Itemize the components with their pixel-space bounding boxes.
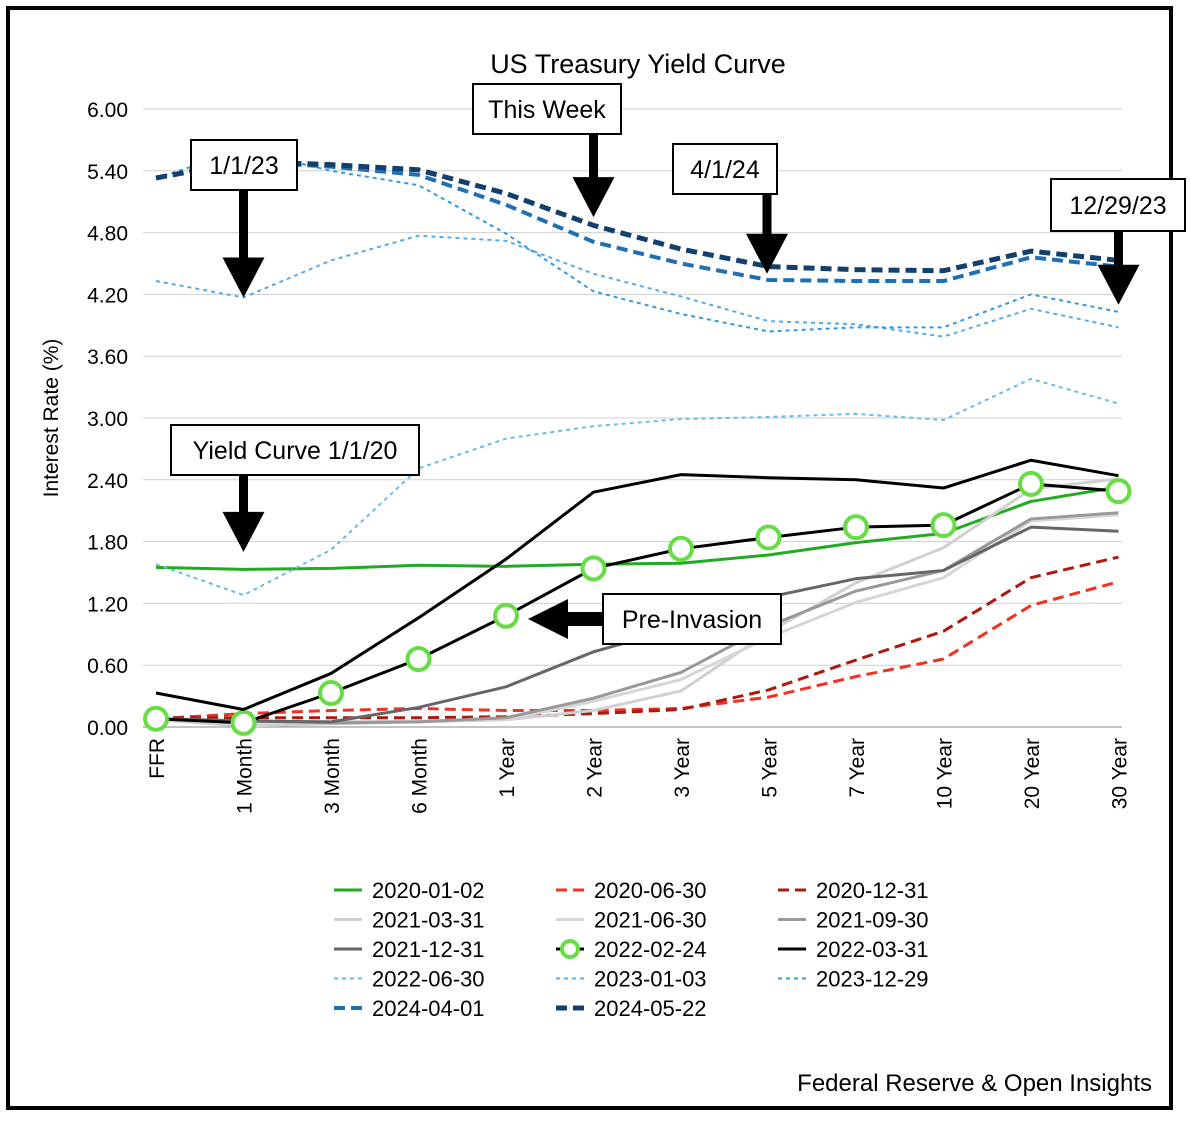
y-tick-label: 4.20	[87, 284, 128, 307]
legend-label: 2020-01-02	[372, 878, 485, 903]
x-tick-label: FFR	[146, 738, 169, 779]
y-axis-label: Interest Rate (%)	[40, 339, 63, 498]
x-tick-label: 6 Month	[409, 738, 432, 814]
x-tick-label: 3 Month	[321, 738, 344, 814]
series-marker	[1105, 478, 1132, 505]
annotation-box	[472, 83, 622, 135]
annotation-arrow-head	[746, 233, 788, 274]
annotation-label: 12/29/23	[1069, 192, 1166, 220]
series-line	[155, 458, 1119, 711]
series-line	[155, 234, 1119, 338]
y-tick-label: 4.80	[87, 223, 128, 246]
legend: 2020-01-02 2020-06-30 2020-12-31 2021-03-31…	[334, 878, 929, 1021]
y-tick-label: 3.00	[87, 408, 128, 431]
x-tick-label: 3 Year	[671, 738, 694, 798]
series-line	[155, 580, 1119, 721]
annotation-arrow-head	[222, 257, 265, 298]
legend-label: 2020-12-31	[816, 878, 929, 903]
annotation-arrow-head	[222, 511, 265, 552]
series-marker	[318, 680, 344, 707]
y-tick-label: 3.60	[87, 346, 128, 369]
x-tick-label: 10 Year	[934, 738, 957, 809]
legend-label: 2023-01-03	[594, 967, 707, 992]
annotation-label: This Week	[488, 96, 606, 124]
x-tick-label: 1 Month	[234, 738, 257, 814]
legend-label: 2024-04-01	[372, 996, 485, 1021]
legend-marker	[560, 939, 580, 959]
annotation-arrow-head	[528, 599, 568, 639]
annotation-box	[672, 143, 778, 195]
annotation-box	[602, 593, 782, 645]
annotation-arrow-head	[572, 177, 615, 218]
series-marker	[843, 514, 869, 541]
y-tick-label: 0.00	[87, 717, 128, 740]
y-tick-labels: 0.00 0.60 1.20 1.80 2.40 3.00 3.60 4.20 4.80 5.40…	[87, 99, 128, 740]
series-marker	[405, 646, 432, 673]
series-line	[155, 377, 1119, 597]
series-line	[156, 555, 1119, 720]
series-marker	[580, 555, 607, 582]
annotation-arrow-head	[1097, 264, 1140, 305]
annotation-box	[190, 139, 298, 191]
y-tick-label: 2.40	[87, 470, 128, 493]
series-marker	[1018, 470, 1044, 497]
legend-label: 2021-03-31	[372, 908, 485, 933]
series-line	[155, 149, 1119, 333]
source-credit: Federal Reserve & Open Insights	[797, 1070, 1152, 1097]
series-marker	[755, 524, 782, 551]
x-tick-label: 2 Year	[584, 738, 607, 798]
series-marker	[143, 705, 169, 732]
annotation-box	[1050, 178, 1186, 232]
x-tick-label: 1 Year	[496, 738, 519, 798]
series-marker	[930, 512, 957, 539]
annotation-label: 1/1/23	[209, 152, 279, 180]
legend-label: 2021-06-30	[594, 908, 707, 933]
y-tick-label: 5.40	[87, 161, 128, 184]
y-tick-label: 1.80	[87, 532, 128, 555]
y-tick-label: 0.60	[87, 655, 128, 678]
legend-label: 2022-06-30	[372, 967, 485, 992]
y-tick-label: 1.20	[87, 593, 128, 616]
series-line	[155, 477, 1119, 728]
series-marker	[230, 709, 257, 736]
annotation-label: Yield Curve 1/1/20	[193, 437, 398, 465]
y-tick-label: 6.00	[87, 99, 128, 122]
chart-title: US Treasury Yield Curve	[490, 49, 786, 79]
legend-label: 2023-12-29	[816, 967, 929, 992]
annotations: This Week 1/1/23 4/1/24 12/29/23 Yield Curve…	[170, 83, 1186, 645]
x-tick-labels: FFR 1 Month 3 Month 6 Month 1 Year 2 Year 3 Ye…	[146, 738, 1132, 814]
legend-label: 2021-12-31	[372, 937, 485, 962]
series-line	[155, 485, 1119, 571]
gridlines	[143, 108, 1122, 728]
series-marker	[493, 602, 519, 629]
legend-label: 2022-03-31	[816, 937, 929, 962]
series-line	[155, 159, 1119, 274]
x-tick-label: 20 Year	[1021, 738, 1044, 809]
legend-label: 2022-02-24	[594, 937, 707, 962]
x-tick-label: 7 Year	[846, 738, 869, 798]
x-tick-label: 30 Year	[1109, 738, 1132, 809]
legend-label: 2024-05-22	[594, 996, 707, 1021]
annotation-label: 4/1/24	[690, 156, 760, 184]
x-tick-label: 5 Year	[759, 738, 782, 798]
series-line	[155, 482, 1119, 725]
annotation-label: Pre-Invasion	[622, 606, 762, 634]
legend-label: 2021-09-30	[816, 908, 929, 933]
series-marker	[668, 535, 694, 562]
annotation-box	[170, 424, 420, 476]
legend-label: 2020-06-30	[594, 878, 707, 903]
